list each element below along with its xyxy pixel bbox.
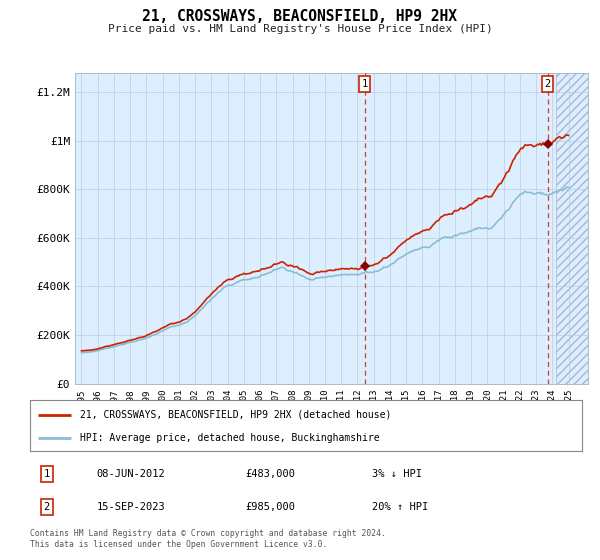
Text: 2: 2 <box>43 502 50 512</box>
Text: 1: 1 <box>43 469 50 479</box>
Text: £985,000: £985,000 <box>245 502 295 512</box>
Text: Contains HM Land Registry data © Crown copyright and database right 2024.
This d: Contains HM Land Registry data © Crown c… <box>30 529 386 549</box>
Text: Price paid vs. HM Land Registry's House Price Index (HPI): Price paid vs. HM Land Registry's House … <box>107 24 493 34</box>
Text: 21, CROSSWAYS, BEACONSFIELD, HP9 2HX: 21, CROSSWAYS, BEACONSFIELD, HP9 2HX <box>143 9 458 24</box>
Text: 08-JUN-2012: 08-JUN-2012 <box>96 469 165 479</box>
Text: £483,000: £483,000 <box>245 469 295 479</box>
Text: 3% ↓ HPI: 3% ↓ HPI <box>372 469 422 479</box>
Text: 20% ↑ HPI: 20% ↑ HPI <box>372 502 428 512</box>
Text: HPI: Average price, detached house, Buckinghamshire: HPI: Average price, detached house, Buck… <box>80 433 379 443</box>
Text: 15-SEP-2023: 15-SEP-2023 <box>96 502 165 512</box>
Bar <box>75 73 556 384</box>
Text: 1: 1 <box>361 79 368 89</box>
Bar <box>556 73 600 384</box>
Text: 21, CROSSWAYS, BEACONSFIELD, HP9 2HX (detached house): 21, CROSSWAYS, BEACONSFIELD, HP9 2HX (de… <box>80 409 391 419</box>
Text: 2: 2 <box>544 79 551 89</box>
